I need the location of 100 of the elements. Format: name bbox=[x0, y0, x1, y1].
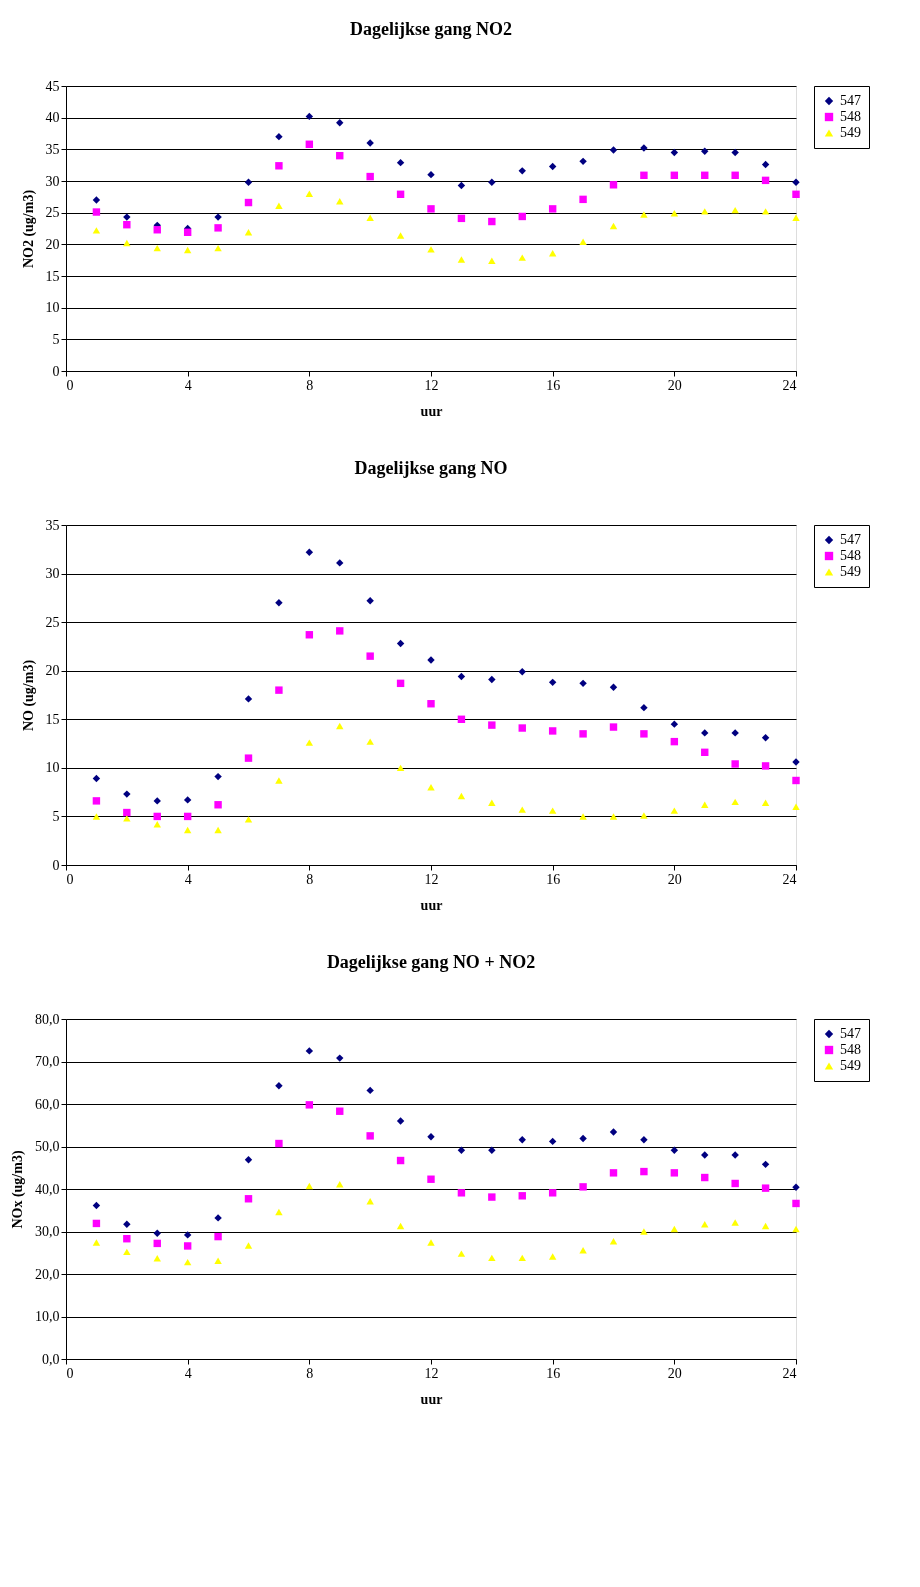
point bbox=[396, 1117, 405, 1125]
y-axis-title: NO2 (ug/m3) bbox=[20, 189, 37, 269]
point bbox=[244, 1155, 253, 1164]
y-tick-label: 5 bbox=[52, 331, 60, 347]
point bbox=[548, 1189, 557, 1197]
x-axis-title: uur bbox=[420, 1391, 443, 1407]
y-tick-label: 5 bbox=[52, 808, 60, 824]
point bbox=[457, 181, 466, 190]
point bbox=[427, 1133, 435, 1141]
point bbox=[275, 132, 283, 141]
point bbox=[457, 256, 466, 263]
legend-label: 549 bbox=[840, 564, 861, 579]
point bbox=[123, 220, 131, 229]
y-tick-label: 40,0 bbox=[35, 1181, 60, 1197]
point bbox=[579, 195, 587, 204]
point bbox=[396, 764, 405, 772]
point bbox=[548, 1137, 557, 1146]
x-tick-label: 8 bbox=[306, 377, 314, 393]
y-tick-label: 0,0 bbox=[42, 1351, 60, 1367]
point bbox=[366, 214, 374, 221]
point bbox=[275, 202, 283, 209]
x-tick-label: 8 bbox=[306, 871, 314, 887]
y-tick-label: 10,0 bbox=[35, 1309, 60, 1324]
point bbox=[548, 249, 557, 257]
x-tick-label: 8 bbox=[306, 1365, 314, 1381]
point bbox=[518, 1135, 526, 1144]
point bbox=[488, 217, 496, 226]
chart-title: Dagelijkse gang NO2 bbox=[350, 19, 512, 39]
point bbox=[244, 229, 253, 236]
point bbox=[761, 1160, 770, 1169]
point bbox=[518, 724, 526, 732]
point bbox=[366, 1198, 374, 1205]
point bbox=[92, 797, 101, 805]
point bbox=[336, 627, 344, 635]
point bbox=[305, 1047, 314, 1055]
x-tick-label: 12 bbox=[424, 871, 439, 887]
point bbox=[488, 721, 496, 729]
y-tick-label: 0 bbox=[52, 363, 60, 379]
point bbox=[275, 1139, 283, 1148]
point bbox=[640, 1167, 648, 1176]
point bbox=[214, 1232, 222, 1241]
legend-label: 548 bbox=[840, 109, 861, 124]
y-tick-label: 15 bbox=[45, 711, 60, 727]
point bbox=[183, 1258, 192, 1266]
y-axis-title: NO (ug/m3) bbox=[20, 659, 37, 732]
point bbox=[123, 808, 131, 817]
point bbox=[275, 1208, 283, 1216]
point bbox=[123, 1235, 131, 1243]
point bbox=[275, 162, 283, 170]
point bbox=[609, 1128, 618, 1136]
point bbox=[488, 257, 496, 265]
point bbox=[427, 205, 435, 213]
point bbox=[518, 167, 526, 175]
point bbox=[609, 222, 618, 230]
point bbox=[457, 1189, 466, 1197]
point bbox=[488, 1146, 496, 1155]
point bbox=[609, 146, 618, 154]
y-tick-label: 10 bbox=[45, 300, 60, 316]
x-tick-label: 24 bbox=[782, 377, 797, 393]
point bbox=[457, 792, 466, 800]
legend-label: 547 bbox=[840, 532, 861, 547]
point bbox=[640, 1228, 648, 1235]
x-tick-label: 20 bbox=[667, 377, 682, 393]
point bbox=[183, 826, 192, 834]
legend-label: 547 bbox=[840, 1026, 861, 1041]
point bbox=[336, 1181, 344, 1188]
x-tick-label: 16 bbox=[546, 377, 561, 393]
point bbox=[123, 239, 131, 247]
point bbox=[427, 1175, 435, 1183]
point bbox=[701, 208, 709, 215]
point bbox=[548, 162, 557, 171]
point bbox=[396, 232, 405, 239]
point bbox=[792, 190, 800, 199]
point bbox=[579, 1183, 587, 1191]
point bbox=[579, 157, 587, 166]
x-tick-label: 20 bbox=[667, 1365, 682, 1381]
point bbox=[609, 723, 618, 731]
point bbox=[518, 1254, 526, 1262]
point bbox=[792, 1199, 800, 1208]
x-tick-label: 24 bbox=[782, 1365, 797, 1381]
point bbox=[731, 798, 739, 806]
x-tick-label: 4 bbox=[184, 377, 192, 393]
point bbox=[670, 1146, 679, 1155]
point bbox=[670, 807, 679, 814]
point bbox=[92, 1201, 101, 1210]
point bbox=[244, 816, 253, 823]
point bbox=[244, 754, 253, 762]
point bbox=[792, 214, 800, 221]
point bbox=[548, 727, 557, 735]
point bbox=[305, 739, 314, 746]
point bbox=[183, 246, 192, 254]
y-tick-label: 25 bbox=[45, 205, 60, 221]
point bbox=[731, 171, 739, 180]
point bbox=[244, 1242, 253, 1249]
point bbox=[548, 807, 557, 814]
point bbox=[579, 813, 587, 820]
point bbox=[761, 799, 770, 807]
point bbox=[396, 639, 405, 648]
x-tick-label: 4 bbox=[184, 1365, 192, 1381]
point bbox=[214, 224, 222, 232]
